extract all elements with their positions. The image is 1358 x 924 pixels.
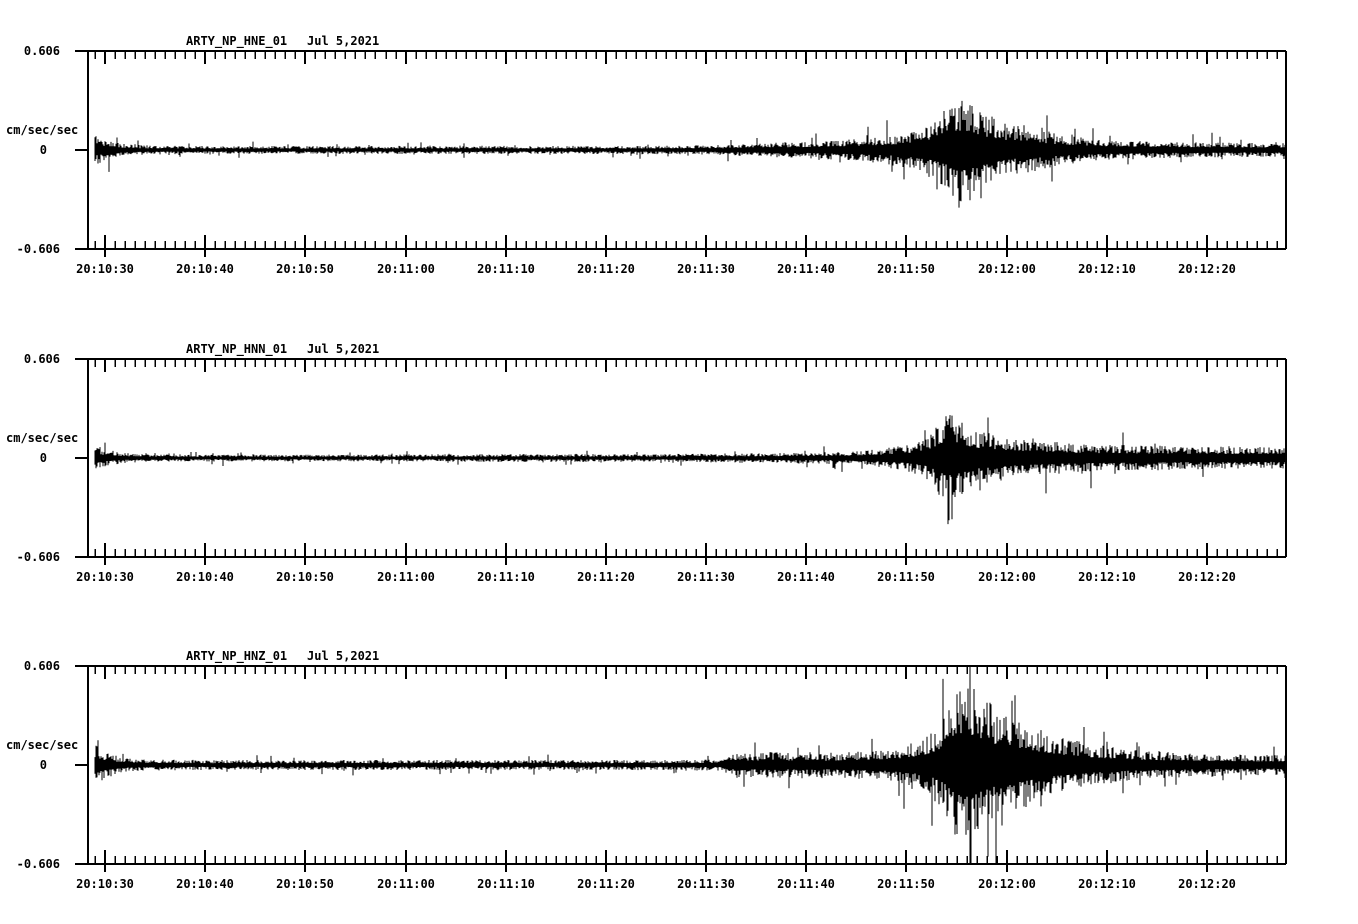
minor-ticks bbox=[94, 667, 1278, 863]
y-axis-unit-label: cm/sec/sec bbox=[6, 431, 79, 445]
seismic-trace bbox=[94, 415, 1286, 525]
x-tick-label: 20:11:30 bbox=[677, 262, 735, 276]
minor-ticks bbox=[94, 52, 1278, 248]
seismic-trace bbox=[94, 100, 1286, 208]
y-axis-max-label: 0.606 bbox=[23, 44, 60, 58]
x-tick-label: 20:11:40 bbox=[777, 570, 835, 584]
x-tick-label: 20:10:40 bbox=[176, 262, 234, 276]
axis-frame bbox=[75, 665, 1287, 865]
major-ticks bbox=[104, 667, 1208, 872]
y-axis-zero-label: 0 bbox=[39, 143, 47, 157]
x-tick-label: 20:11:50 bbox=[877, 262, 935, 276]
x-tick-label: 20:11:20 bbox=[577, 877, 635, 891]
x-tick-label: 20:11:20 bbox=[577, 262, 635, 276]
x-tick-label: 20:11:00 bbox=[377, 570, 435, 584]
x-tick-label: 20:11:50 bbox=[877, 570, 935, 584]
x-tick-label: 20:10:50 bbox=[276, 877, 334, 891]
x-tick-label: 20:10:40 bbox=[176, 570, 234, 584]
panel-station-title: ARTY_NP_HNZ_01 bbox=[186, 649, 288, 663]
x-tick-label: 20:11:30 bbox=[677, 570, 735, 584]
x-tick-label: 20:12:20 bbox=[1178, 570, 1236, 584]
y-axis-zero-label: 0 bbox=[39, 451, 47, 465]
x-tick-label: 20:11:30 bbox=[677, 877, 735, 891]
panel-date-title: Jul 5,2021 bbox=[307, 34, 380, 48]
x-tick-label: 20:12:10 bbox=[1078, 262, 1136, 276]
panel-date-title: Jul 5,2021 bbox=[307, 342, 380, 356]
x-tick-label: 20:10:30 bbox=[76, 877, 134, 891]
x-tick-label: 20:12:20 bbox=[1178, 262, 1236, 276]
axis-frame bbox=[75, 50, 1287, 250]
x-tick-label: 20:11:10 bbox=[477, 570, 535, 584]
panel-station-title: ARTY_NP_HNE_01 bbox=[186, 34, 288, 48]
x-tick-label: 20:11:40 bbox=[777, 262, 835, 276]
x-tick-label: 20:11:00 bbox=[377, 877, 435, 891]
major-ticks bbox=[104, 52, 1208, 257]
panel-station-title: ARTY_NP_HNN_01 bbox=[186, 342, 288, 356]
x-tick-label: 20:11:20 bbox=[577, 570, 635, 584]
x-tick-label: 20:12:00 bbox=[978, 262, 1036, 276]
x-tick-label: 20:12:20 bbox=[1178, 877, 1236, 891]
y-axis-unit-label: cm/sec/sec bbox=[6, 738, 79, 752]
x-tick-label: 20:12:00 bbox=[978, 877, 1036, 891]
x-tick-label: 20:12:10 bbox=[1078, 570, 1136, 584]
axis-frame bbox=[75, 358, 1287, 558]
x-tick-label: 20:11:10 bbox=[477, 877, 535, 891]
y-axis-max-label: 0.606 bbox=[23, 352, 60, 366]
x-tick-label: 20:11:50 bbox=[877, 877, 935, 891]
panel-date-title: Jul 5,2021 bbox=[307, 649, 380, 663]
x-tick-label: 20:10:40 bbox=[176, 877, 234, 891]
x-tick-label: 20:11:00 bbox=[377, 262, 435, 276]
x-tick-label: 20:10:30 bbox=[76, 262, 134, 276]
x-tick-label: 20:10:30 bbox=[76, 570, 134, 584]
y-axis-min-label: -0.606 bbox=[16, 242, 60, 256]
x-tick-label: 20:12:00 bbox=[978, 570, 1036, 584]
seismic-trace bbox=[94, 667, 1286, 863]
y-axis-max-label: 0.606 bbox=[23, 659, 60, 673]
x-tick-label: 20:11:40 bbox=[777, 877, 835, 891]
x-tick-label: 20:11:10 bbox=[477, 262, 535, 276]
y-axis-min-label: -0.606 bbox=[16, 550, 60, 564]
x-tick-label: 20:10:50 bbox=[276, 570, 334, 584]
x-tick-label: 20:10:50 bbox=[276, 262, 334, 276]
major-ticks bbox=[104, 360, 1208, 565]
y-axis-unit-label: cm/sec/sec bbox=[6, 123, 79, 137]
x-tick-label: 20:12:10 bbox=[1078, 877, 1136, 891]
y-axis-min-label: -0.606 bbox=[16, 857, 60, 871]
y-axis-zero-label: 0 bbox=[39, 758, 47, 772]
minor-ticks bbox=[94, 360, 1278, 556]
